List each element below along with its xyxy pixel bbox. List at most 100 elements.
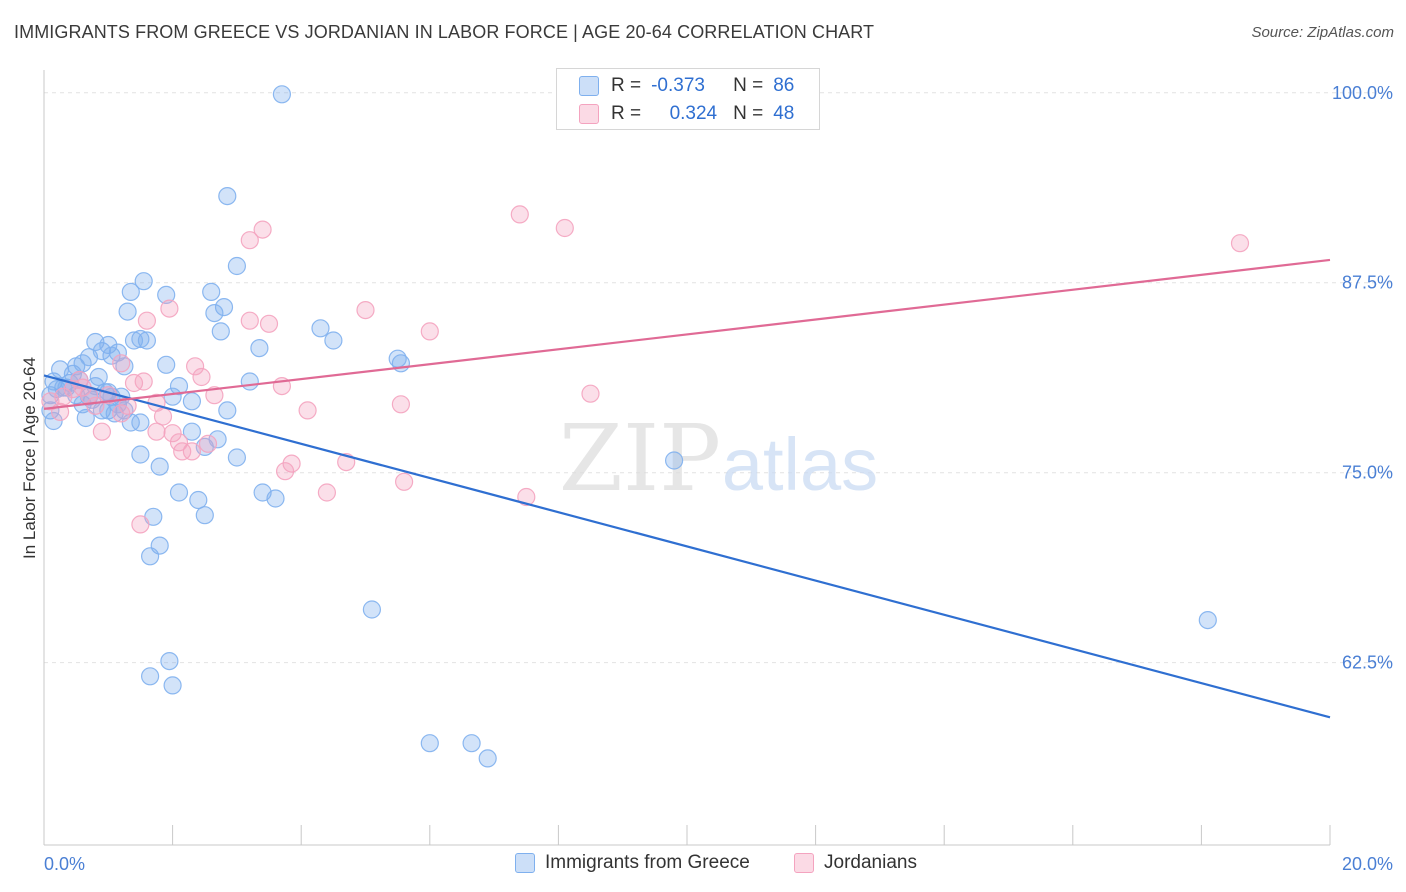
y-axis-label: In Labor Force | Age 20-64	[20, 357, 39, 559]
data-point	[121, 282, 140, 301]
data-point	[311, 319, 330, 338]
data-point	[195, 506, 214, 525]
data-point	[182, 442, 201, 461]
data-point	[163, 387, 182, 406]
data-point	[211, 322, 230, 341]
data-point	[276, 462, 295, 481]
data-point	[208, 430, 227, 449]
legend-item-greece[interactable]: Immigrants from Greece	[515, 852, 750, 874]
data-point	[388, 349, 407, 368]
data-point	[478, 749, 497, 768]
legend-item-jordanians[interactable]: Jordanians	[794, 852, 917, 874]
data-point	[205, 304, 224, 323]
chart-title: IMMIGRANTS FROM GREECE VS JORDANIAN IN L…	[14, 22, 875, 42]
data-point	[282, 454, 301, 473]
stats-swatch-jordanians	[579, 104, 599, 124]
data-point	[356, 301, 375, 320]
data-point	[169, 483, 189, 502]
chart-legend: Immigrants from Greece Jordanians	[0, 852, 1406, 880]
data-point	[115, 357, 134, 376]
data-point	[147, 422, 166, 441]
data-point	[92, 422, 112, 441]
stats-legend: R = -0.373 N = 86 R = 0.324 N = 48	[556, 68, 820, 130]
data-point	[272, 85, 291, 104]
data-point	[118, 302, 137, 321]
data-point	[214, 298, 234, 317]
legend-swatch-greece	[515, 853, 535, 873]
data-point	[163, 676, 182, 695]
data-point	[202, 282, 221, 301]
watermark-zip: ZIP	[559, 405, 721, 512]
data-point	[362, 600, 381, 619]
data-point	[182, 422, 201, 441]
legend-label-jordanians: Jordanians	[824, 852, 917, 873]
data-point	[112, 354, 131, 373]
n-label: N =	[733, 103, 764, 124]
watermark-atlas: atlas	[722, 423, 878, 506]
data-point	[76, 408, 95, 428]
data-point	[131, 515, 150, 534]
data-point	[555, 218, 574, 238]
data-points	[41, 85, 1250, 768]
data-point	[54, 387, 73, 406]
x-tick-label: 20.0%	[1342, 854, 1393, 874]
data-point	[160, 651, 179, 671]
data-point	[134, 372, 153, 391]
data-point	[112, 404, 131, 423]
r-label: R =	[611, 103, 642, 124]
y-tick-label: 75.0%	[1342, 463, 1393, 483]
data-point	[240, 311, 259, 330]
data-point	[391, 395, 410, 414]
data-point	[1198, 610, 1217, 630]
source-note: Source: ZipAtlas.com	[1251, 24, 1394, 41]
data-point	[141, 667, 160, 686]
stats-swatch-greece	[579, 76, 599, 96]
legend-swatch-jordanians	[794, 853, 814, 873]
n-label: N =	[733, 75, 764, 96]
data-point	[250, 339, 269, 358]
data-point	[150, 457, 169, 476]
data-point	[134, 272, 153, 291]
data-point	[664, 451, 684, 470]
data-point	[517, 487, 536, 507]
r-label: R =	[611, 75, 642, 96]
data-point	[510, 205, 529, 224]
data-point	[218, 401, 237, 420]
data-point	[266, 489, 285, 508]
y-tick-label: 62.5%	[1342, 653, 1393, 673]
data-point	[173, 442, 192, 461]
legend-label-greece: Immigrants from Greece	[545, 852, 750, 873]
stats-row-greece: R = -0.373 N = 86	[579, 73, 794, 99]
data-point	[420, 734, 439, 753]
data-point	[240, 231, 259, 250]
data-point	[44, 411, 63, 431]
data-point	[137, 331, 156, 350]
data-point	[205, 386, 224, 405]
n-value: 48	[773, 103, 795, 124]
data-point	[99, 335, 118, 355]
data-point	[124, 331, 144, 350]
y-tick-label: 87.5%	[1342, 273, 1393, 293]
n-value: 86	[773, 75, 795, 96]
r-value: 0.324	[669, 103, 718, 124]
data-point	[131, 329, 150, 349]
data-point	[395, 472, 414, 491]
data-point	[137, 311, 156, 330]
data-point	[227, 448, 246, 467]
data-point	[324, 331, 343, 350]
data-point	[240, 372, 259, 391]
series-jordanians	[41, 205, 1250, 534]
data-point	[298, 401, 317, 420]
data-point	[157, 355, 176, 374]
trend-line-greece	[43, 374, 1331, 719]
trend-line-jordanians	[43, 258, 1331, 410]
data-point	[462, 734, 481, 753]
data-point	[218, 187, 237, 206]
data-point	[182, 392, 201, 411]
data-point	[253, 220, 272, 239]
data-point	[198, 434, 218, 453]
data-point	[153, 407, 173, 426]
data-point	[169, 377, 189, 396]
y-tick-label: 100.0%	[1332, 83, 1393, 103]
